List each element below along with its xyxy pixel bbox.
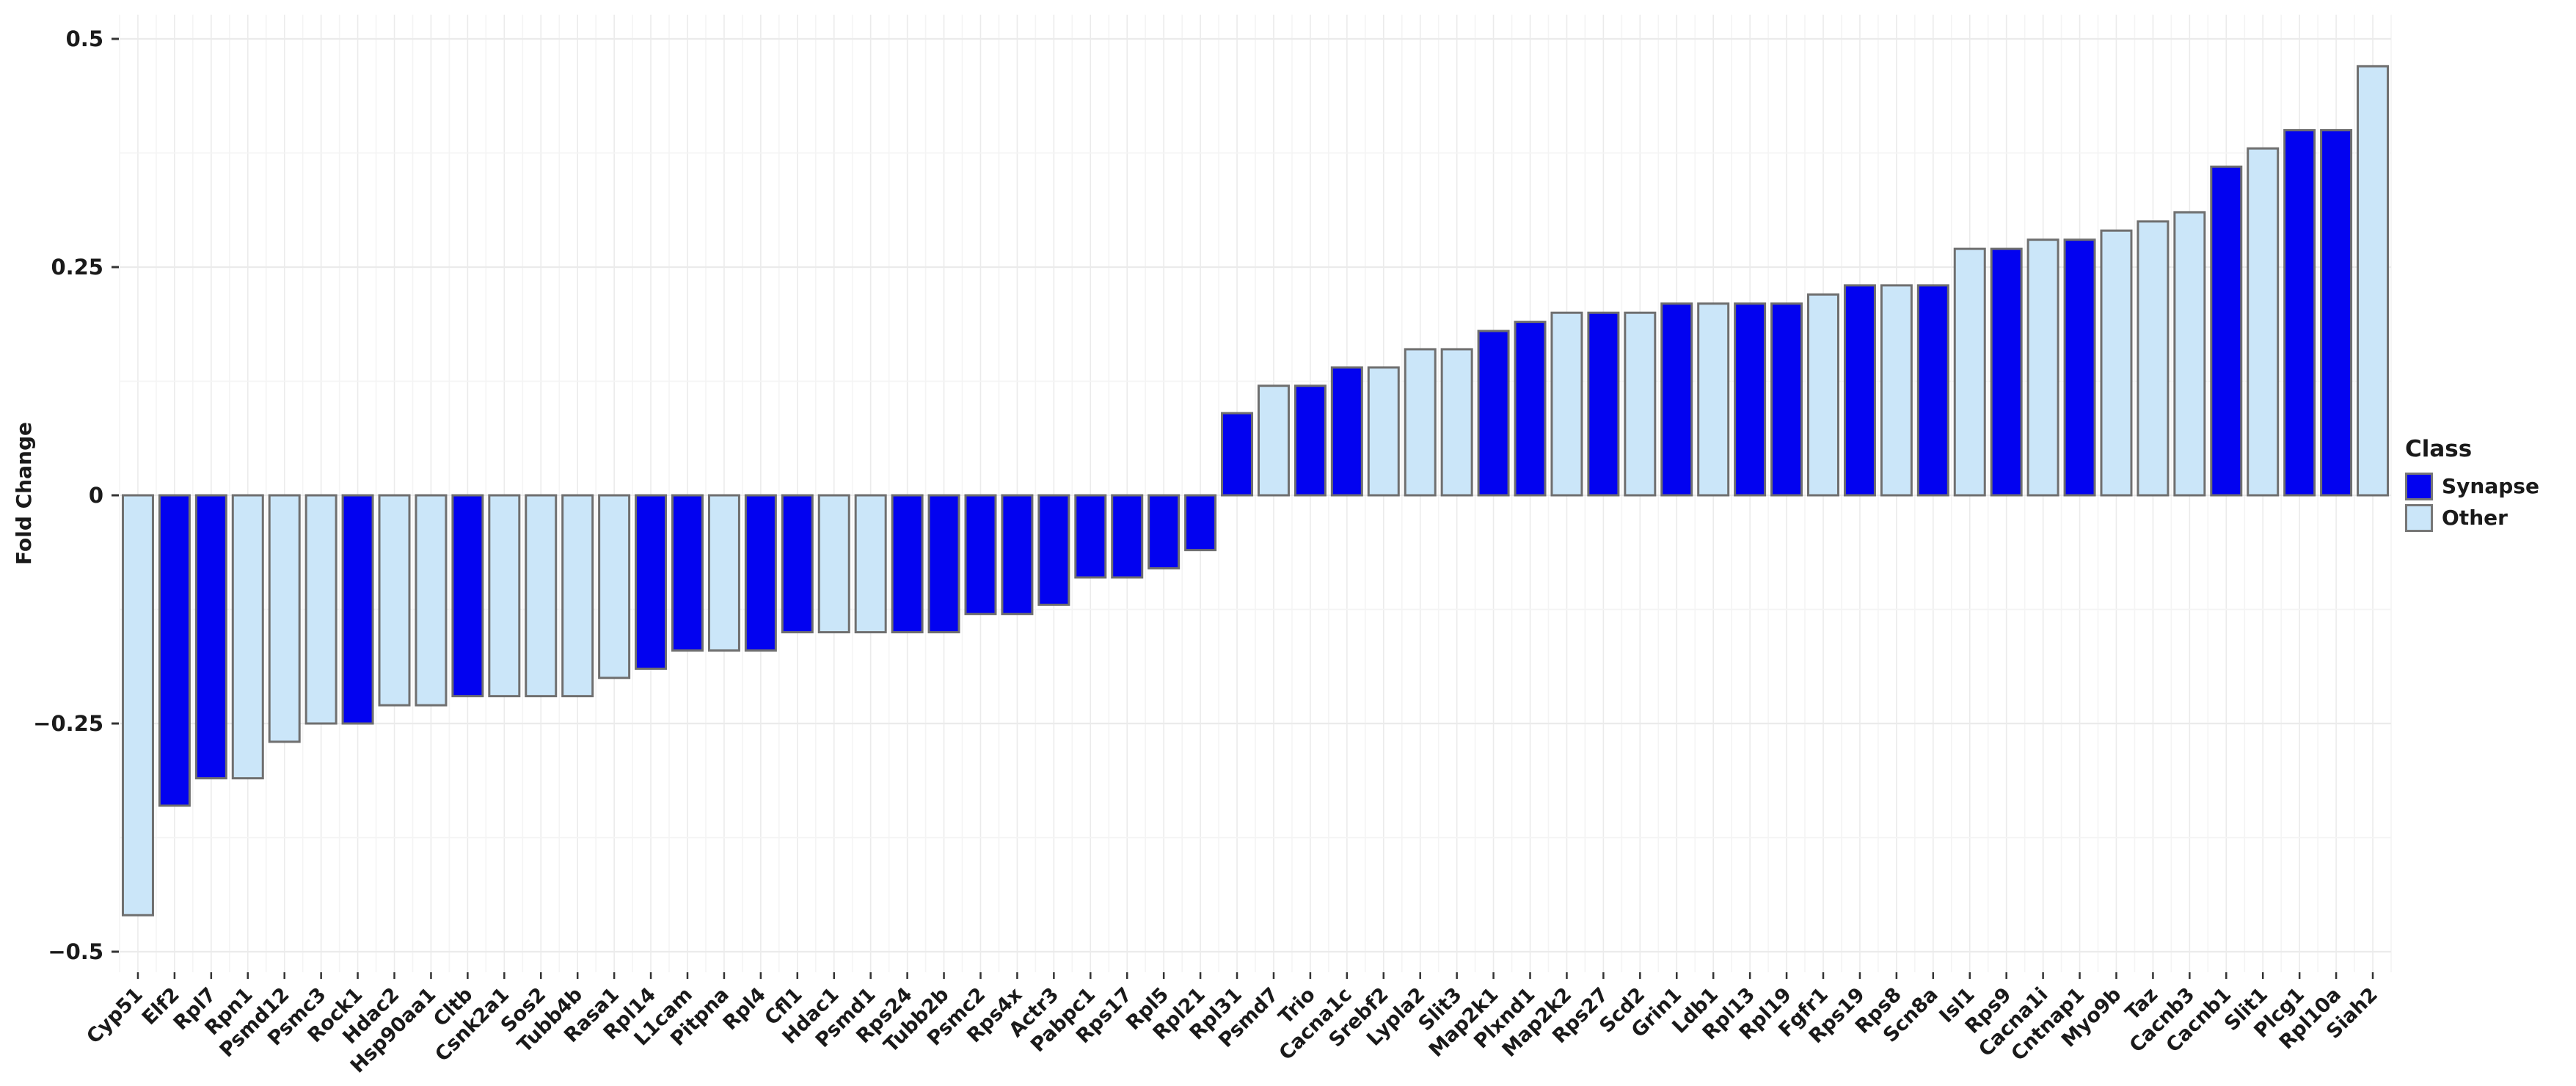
y-tick-label: −0.5 [48,939,103,964]
bar-Slit3 [1440,348,1473,497]
bar-Rock1 [341,494,374,725]
bar-Cacnb3 [2173,211,2206,497]
bar-Myo9b [2100,229,2133,497]
legend-item-synapse: Synapse [2405,473,2539,500]
bar-Hdac2 [378,494,411,707]
bar-Isl1 [1953,247,1986,497]
bar-Ldb1 [1697,302,1730,497]
bar-Map2k2 [1550,311,1583,497]
bar-Srebf2 [1367,366,1400,497]
legend-label-synapse: Synapse [2442,474,2539,498]
bar-Rps27 [1587,311,1620,497]
bar-Rpl21 [1184,494,1217,552]
bar-Psmc3 [304,494,337,725]
legend: Class Synapse Other [2405,436,2539,536]
bar-Slit1 [2247,147,2280,497]
bar-Rpl5 [1147,494,1181,570]
legend-swatch-other [2405,504,2433,532]
bar-Actr3 [1037,494,1070,606]
legend-item-other: Other [2405,504,2539,532]
bar-Scd2 [1624,311,1657,497]
bar-Lypla2 [1404,348,1437,497]
legend-title: Class [2405,436,2473,462]
bar-Psmd1 [854,494,887,634]
bar-Pitpna [707,494,740,652]
bar-Grin1 [1660,302,1693,497]
bar-Rpl7 [194,494,227,780]
bar-Cyp51 [121,494,154,916]
bar-Rps8 [1880,284,1913,497]
bar-Hsp90aa1 [415,494,448,707]
bar-Tubb4b [561,494,594,698]
bar-Scn8a [1916,284,1949,497]
bar-Rpn1 [231,494,264,780]
bar-Cacnb1 [2210,165,2243,497]
bar-Rpl14 [635,494,668,670]
bar-Cfl1 [781,494,814,634]
bar-Psmd7 [1257,385,1290,497]
bar-Sos2 [525,494,558,698]
bar-Plxnd1 [1514,321,1547,497]
bar-Map2k1 [1477,329,1510,497]
bar-Cntnap1 [2063,238,2096,497]
bar-Rpl31 [1221,412,1254,497]
bar-Fgfr1 [1807,293,1839,497]
y-axis-title: Fold Change [12,422,36,565]
bar-Psmc2 [964,494,997,616]
bar-Cacna1c [1330,366,1363,497]
bar-Rasa1 [598,494,631,679]
y-tick-label: 0.25 [51,255,103,280]
bar-Cacna1i [2026,238,2059,497]
bar-Hdac1 [817,494,850,634]
bar-Rpl4 [744,494,777,652]
bar-Cltb [451,494,484,698]
bar-Rps17 [1111,494,1144,579]
bar-Csnk2a1 [488,494,521,698]
bar-Elf2 [158,494,191,807]
bar-Tubb2b [927,494,960,634]
legend-swatch-synapse [2405,473,2433,500]
bar-Trio [1294,385,1327,497]
bar-Rps24 [891,494,924,634]
bar-Taz [2137,220,2170,497]
bar-Pabpc1 [1074,494,1107,579]
x-tick-label-Rpl4: Rpl4 [719,983,770,1035]
legend-items: Synapse Other [2405,473,2539,532]
bar-Rps19 [1843,284,1876,497]
bar-Rpl13 [1734,302,1767,497]
bar-Plcg1 [2283,128,2316,497]
bar-Rps9 [1990,247,2023,497]
x-tick-label-Cyp51: Cyp51 [82,983,147,1049]
bar-Rpl19 [1770,302,1803,497]
y-tick-label: 0.5 [66,26,103,51]
bar-Rpl10a [2320,128,2353,497]
bar-Siah2 [2357,65,2390,497]
bar-L1cam [671,494,704,652]
y-tick-label: −0.25 [33,711,103,736]
bar-Rps4x [1001,494,1034,616]
y-tick-label: 0 [89,483,103,508]
bar-Psmd12 [268,494,301,743]
legend-label-other: Other [2442,506,2508,530]
